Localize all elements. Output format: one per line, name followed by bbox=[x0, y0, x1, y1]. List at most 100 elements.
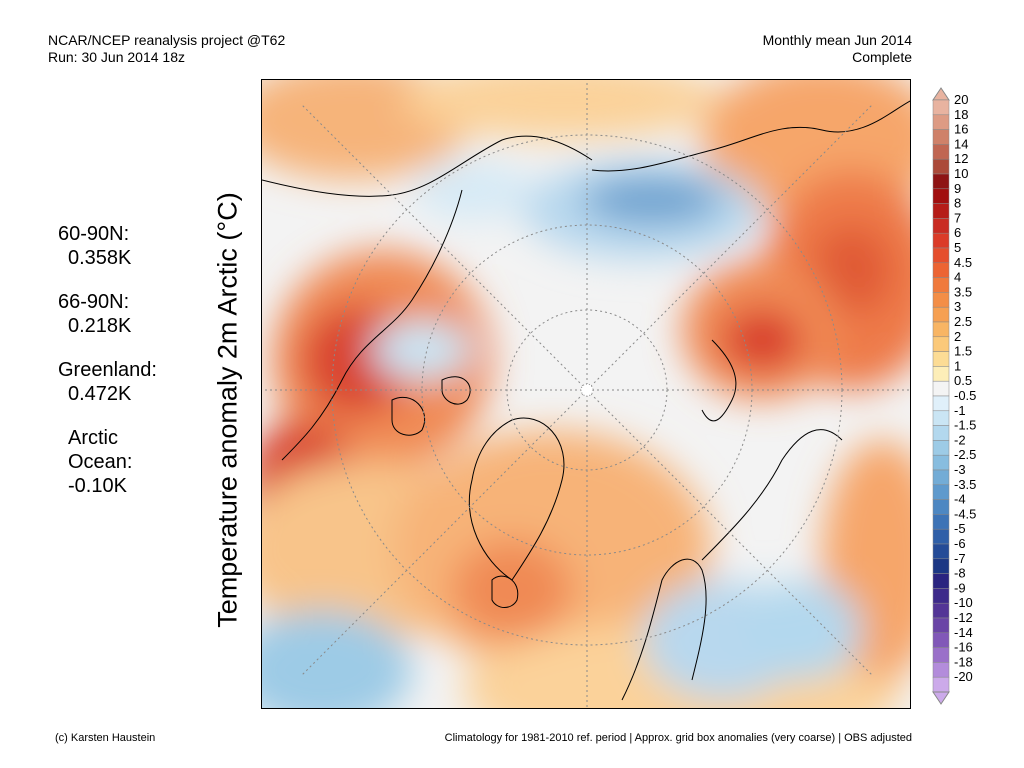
colorbar-label: 7 bbox=[954, 210, 961, 225]
colorbar-label: -9 bbox=[954, 580, 966, 595]
colorbar-swatch bbox=[932, 292, 950, 308]
colorbar-label: 3.5 bbox=[954, 284, 972, 299]
stat-66-90n: 66-90N: 0.218K bbox=[58, 290, 208, 338]
colorbar-label: -3 bbox=[954, 462, 966, 477]
colorbar-swatch bbox=[932, 514, 950, 530]
colorbar-label: -16 bbox=[954, 640, 973, 655]
colorbar-swatch bbox=[932, 632, 950, 648]
colorbar-label: -2 bbox=[954, 432, 966, 447]
colorbar-swatch bbox=[932, 410, 950, 426]
colorbar-label: 2.5 bbox=[954, 314, 972, 329]
stat-label: 60-90N: bbox=[58, 223, 130, 245]
colorbar-swatches bbox=[932, 87, 950, 705]
colorbar-top-arrow bbox=[932, 87, 950, 101]
colorbar-swatch bbox=[932, 440, 950, 456]
colorbar-label: 12 bbox=[954, 151, 968, 166]
colorbar-swatch bbox=[932, 528, 950, 545]
colorbar-swatch bbox=[932, 218, 950, 234]
footer-note: Climatology for 1981-2010 ref. period | … bbox=[444, 732, 912, 744]
stat-greenland: Greenland: 0.472K bbox=[58, 358, 208, 406]
colorbar-label: -20 bbox=[954, 669, 973, 684]
anomaly-map bbox=[261, 79, 911, 709]
colorbar-label: -0.5 bbox=[954, 388, 976, 403]
colorbar-label: 18 bbox=[954, 107, 968, 122]
colorbar-label: -4 bbox=[954, 492, 966, 507]
colorbar-label: -4.5 bbox=[954, 506, 976, 521]
colorbar-label: 20 bbox=[954, 92, 968, 107]
colorbar-swatch bbox=[932, 277, 950, 293]
period-title: Monthly mean Jun 2014 bbox=[762, 32, 912, 48]
status-label: Complete bbox=[852, 49, 912, 65]
colorbar-label: 8 bbox=[954, 196, 961, 211]
stat-label: Greenland: bbox=[58, 359, 157, 381]
colorbar-label: -10 bbox=[954, 595, 973, 610]
colorbar-swatch bbox=[932, 617, 950, 634]
colorbar-swatch bbox=[932, 588, 950, 604]
copyright: (c) Karsten Haustein bbox=[55, 732, 156, 744]
colorbar-label: -18 bbox=[954, 654, 973, 669]
colorbar-swatch bbox=[932, 232, 950, 249]
colorbar-swatch bbox=[932, 173, 950, 190]
colorbar-label: 6 bbox=[954, 225, 961, 240]
colorbar-swatch bbox=[932, 351, 950, 367]
colorbar-label: 1 bbox=[954, 358, 961, 373]
vertical-title: Temperature anomaly 2m Arctic (°C) bbox=[212, 192, 243, 628]
colorbar-swatch bbox=[932, 425, 950, 441]
colorbar-swatch bbox=[932, 573, 950, 589]
colorbar-bottom-arrow bbox=[932, 691, 950, 705]
colorbar-swatch bbox=[932, 114, 950, 130]
colorbar-swatch bbox=[932, 203, 950, 219]
colorbar-swatch bbox=[932, 336, 950, 352]
region-stats: 60-90N: 0.358K 66-90N: 0.218K Greenland:… bbox=[58, 222, 208, 518]
anomaly-field bbox=[262, 80, 910, 708]
colorbar-swatch bbox=[932, 247, 950, 264]
colorbar-swatch bbox=[932, 366, 950, 382]
colorbar-label: 1.5 bbox=[954, 344, 972, 359]
colorbar-swatch bbox=[932, 380, 950, 397]
colorbar-swatch bbox=[932, 558, 950, 574]
colorbar-label: -5 bbox=[954, 521, 966, 536]
colorbar-label: 10 bbox=[954, 166, 968, 181]
colorbar-label: 14 bbox=[954, 136, 968, 151]
colorbar-label: -1.5 bbox=[954, 418, 976, 433]
stat-value: -0.10K bbox=[68, 475, 127, 497]
colorbar-swatch bbox=[932, 469, 950, 486]
colorbar-swatch bbox=[932, 662, 950, 678]
colorbar-label: 9 bbox=[954, 181, 961, 196]
colorbar-label: 4 bbox=[954, 270, 961, 285]
colorbar-label: -7 bbox=[954, 551, 966, 566]
stat-arctic-ocean: Arctic Ocean: -0.10K bbox=[58, 426, 208, 498]
colorbar-swatch bbox=[932, 321, 950, 338]
colorbar-swatch bbox=[932, 484, 950, 500]
colorbar-swatch bbox=[932, 144, 950, 160]
colorbar-label: -14 bbox=[954, 625, 973, 640]
colorbar-swatch bbox=[932, 602, 950, 619]
colorbar-label: 2 bbox=[954, 329, 961, 344]
colorbar-label: 3 bbox=[954, 299, 961, 314]
colorbar-label: -6 bbox=[954, 536, 966, 551]
colorbar-labels: 201816141210987654.543.532.521.510.5-0.5… bbox=[954, 92, 976, 684]
colorbar-swatch bbox=[932, 262, 950, 278]
model-title: NCAR/NCEP reanalysis project @T62 bbox=[48, 32, 286, 48]
colorbar-label: -2.5 bbox=[954, 447, 976, 462]
colorbar-swatch bbox=[932, 158, 950, 175]
map-svg bbox=[262, 80, 910, 708]
pole-marker bbox=[580, 383, 594, 397]
colorbar-swatch bbox=[932, 676, 950, 693]
colorbar-label: -3.5 bbox=[954, 477, 976, 492]
colorbar-label: -12 bbox=[954, 610, 973, 625]
run-date: Run: 30 Jun 2014 18z bbox=[48, 49, 185, 65]
colorbar-swatch bbox=[932, 188, 950, 204]
stat-value: 0.358K bbox=[68, 247, 132, 269]
colorbar-label: -1 bbox=[954, 403, 966, 418]
header-left: NCAR/NCEP reanalysis project @T62 Run: 3… bbox=[48, 32, 285, 66]
colorbar-swatch bbox=[932, 395, 950, 412]
stat-value: 0.472K bbox=[68, 383, 132, 405]
colorbar-swatch bbox=[932, 306, 950, 323]
colorbar-swatch bbox=[932, 543, 950, 560]
colorbar-swatch bbox=[932, 454, 950, 471]
colorbar-swatch bbox=[932, 99, 950, 116]
colorbar: 201816141210987654.543.532.521.510.5-0.5… bbox=[932, 87, 976, 705]
colorbar-label: -8 bbox=[954, 566, 966, 581]
colorbar-swatch bbox=[932, 129, 950, 145]
